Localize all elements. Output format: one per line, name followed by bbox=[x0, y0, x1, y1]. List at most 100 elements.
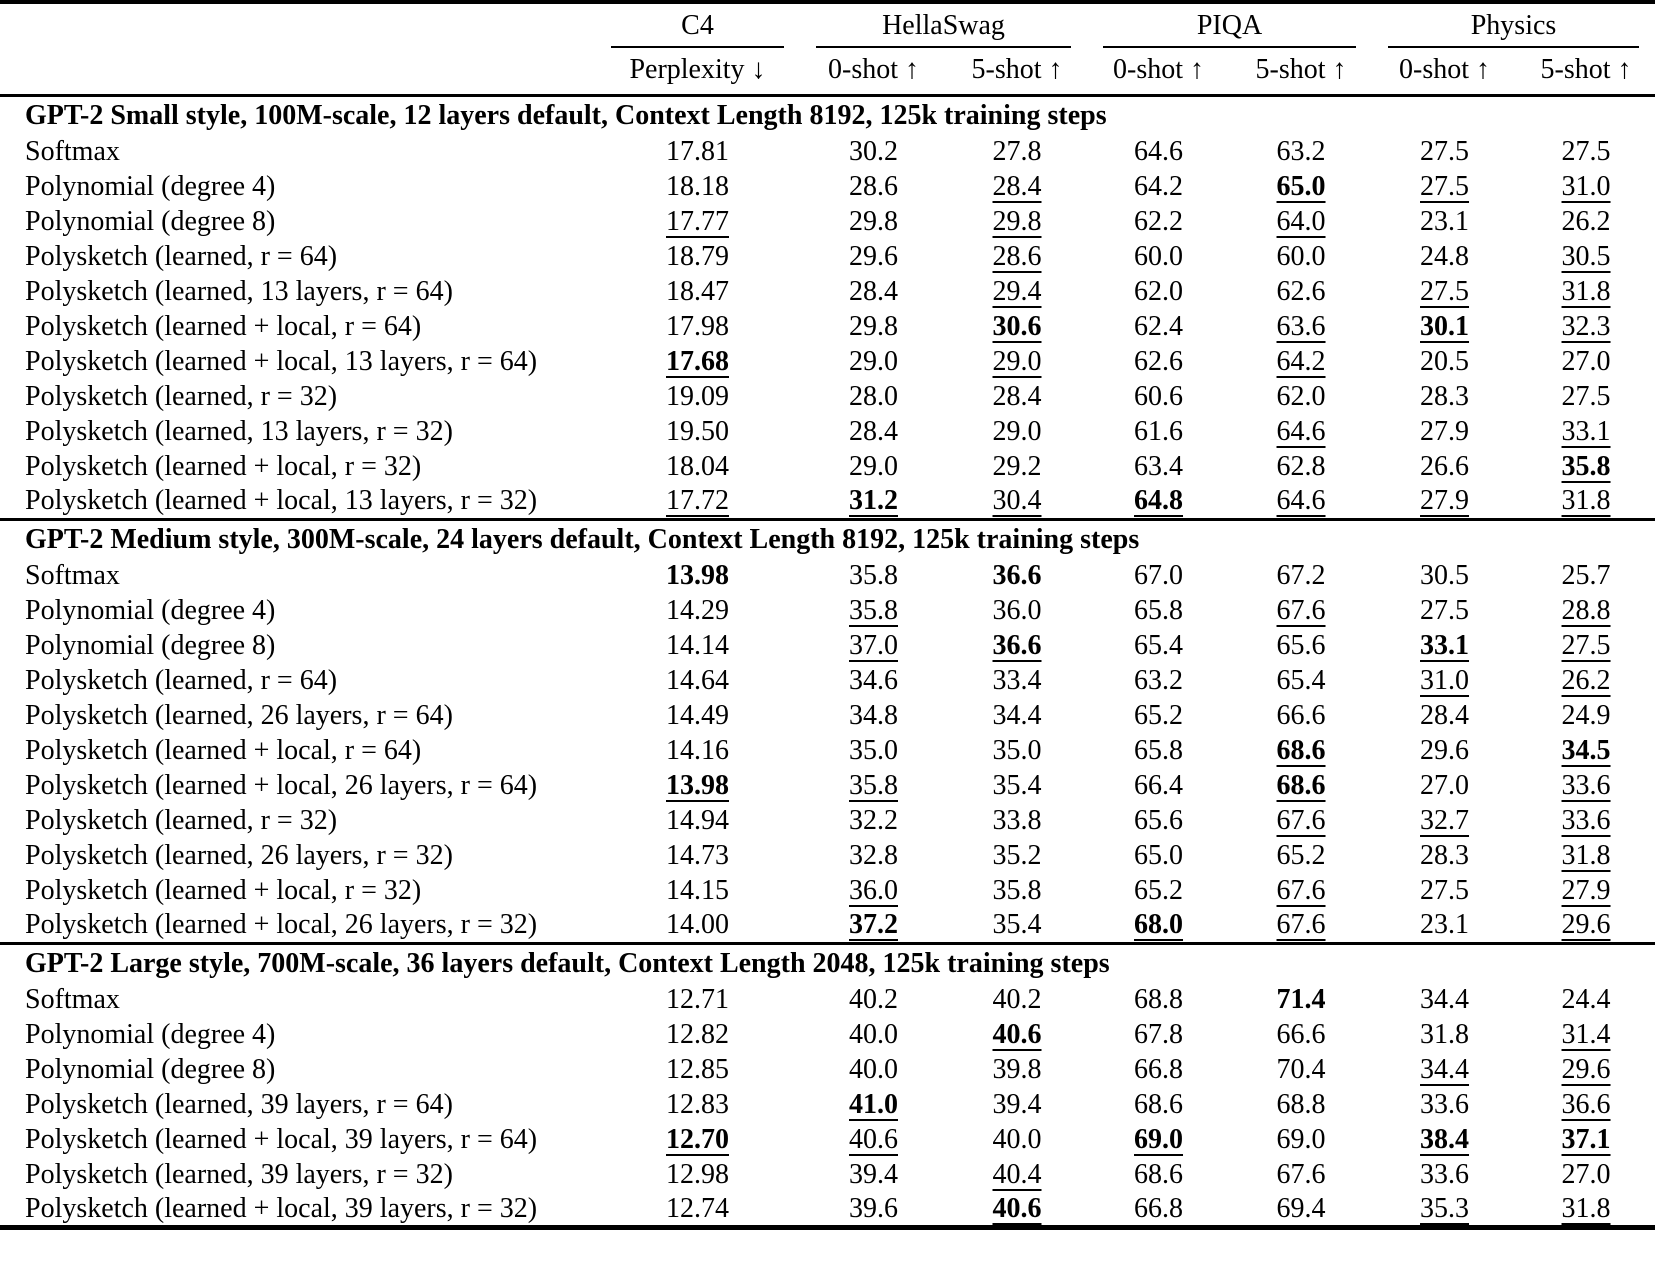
metric-value: 40.4 bbox=[947, 1158, 1087, 1193]
metric-value: 19.50 bbox=[595, 415, 800, 450]
metric-value-text: 33.4 bbox=[992, 665, 1042, 696]
metric-value-text: 69.4 bbox=[1276, 1192, 1326, 1224]
metric-value-text: 29.6 bbox=[1420, 735, 1470, 766]
metric-value: 40.0 bbox=[947, 1123, 1087, 1158]
metric-value: 14.73 bbox=[595, 839, 800, 874]
metric-value-text: 40.6 bbox=[992, 1192, 1042, 1224]
metric-value: 39.8 bbox=[947, 1053, 1087, 1088]
metric-value-text: 14.73 bbox=[666, 840, 729, 871]
metric-value: 33.6 bbox=[1517, 804, 1655, 839]
metric-value: 62.6 bbox=[1087, 345, 1230, 380]
metric-value-text: 71.4 bbox=[1276, 984, 1326, 1015]
metric-value: 28.4 bbox=[1372, 699, 1517, 734]
metric-value-text: 31.2 bbox=[849, 485, 898, 517]
metric-value-text: 27.5 bbox=[1420, 171, 1470, 202]
metric-value: 64.8 bbox=[1087, 485, 1230, 520]
metric-value-text: 12.82 bbox=[666, 1019, 729, 1050]
metric-value: 71.4 bbox=[1230, 983, 1372, 1018]
metric-value-text: 30.4 bbox=[992, 485, 1042, 517]
metric-value-text: 33.8 bbox=[992, 805, 1042, 836]
metric-value: 26.2 bbox=[1517, 664, 1655, 699]
group-piqa-label: PIQA bbox=[1103, 12, 1357, 48]
metric-value: 67.8 bbox=[1087, 1018, 1230, 1053]
metric-value-text: 61.6 bbox=[1134, 416, 1184, 447]
metric-value-text: 65.6 bbox=[1134, 805, 1184, 836]
metric-value-text: 28.4 bbox=[849, 276, 898, 307]
metric-value-text: 36.6 bbox=[1561, 1089, 1611, 1120]
metric-value: 33.1 bbox=[1372, 629, 1517, 664]
metric-value: 69.0 bbox=[1087, 1123, 1230, 1158]
table-header: C4 HellaSwag PIQA Physics Perplexity ↓ 0… bbox=[0, 2, 1655, 96]
metric-value-text: 17.72 bbox=[666, 485, 729, 517]
metric-value-text: 14.15 bbox=[666, 875, 729, 906]
metric-value: 28.4 bbox=[947, 380, 1087, 415]
metric-value-text: 28.3 bbox=[1420, 840, 1470, 871]
metric-value: 35.8 bbox=[947, 874, 1087, 909]
metric-value-text: 29.0 bbox=[849, 346, 898, 377]
metric-value: 29.0 bbox=[800, 450, 947, 485]
metric-value-text: 23.1 bbox=[1420, 206, 1470, 237]
metric-value: 32.2 bbox=[800, 804, 947, 839]
metric-value-text: 69.0 bbox=[1276, 1124, 1326, 1155]
metric-value-text: 65.4 bbox=[1276, 665, 1326, 696]
metric-value: 27.0 bbox=[1517, 1158, 1655, 1193]
metric-value-text: 29.0 bbox=[992, 346, 1042, 377]
metric-value-text: 67.0 bbox=[1134, 560, 1184, 591]
metric-value-text: 66.6 bbox=[1276, 700, 1326, 731]
metric-value-text: 69.0 bbox=[1134, 1124, 1184, 1155]
group-c4-label: C4 bbox=[611, 12, 784, 48]
metric-value: 32.7 bbox=[1372, 804, 1517, 839]
col-piqa-0shot: 0-shot ↑ bbox=[1113, 54, 1205, 85]
metric-value: 63.6 bbox=[1230, 310, 1372, 345]
metric-value-text: 28.4 bbox=[1420, 700, 1470, 731]
row-label: Polysketch (learned + local, 13 layers, … bbox=[25, 485, 538, 517]
metric-value-text: 62.0 bbox=[1276, 381, 1326, 412]
metric-value: 28.8 bbox=[1517, 594, 1655, 629]
metric-value: 27.5 bbox=[1372, 874, 1517, 909]
row-label: Polysketch (learned + local, 39 layers, … bbox=[25, 1192, 538, 1224]
metric-value-text: 66.4 bbox=[1134, 770, 1184, 801]
metric-value-text: 66.8 bbox=[1134, 1192, 1184, 1224]
metric-value-text: 18.79 bbox=[666, 241, 729, 272]
metric-value: 34.4 bbox=[947, 699, 1087, 734]
metric-value-text: 14.14 bbox=[666, 630, 729, 661]
metric-value: 29.8 bbox=[947, 205, 1087, 240]
metric-value-text: 62.2 bbox=[1134, 206, 1184, 237]
section-header: GPT-2 Medium style, 300M-scale, 24 layer… bbox=[25, 523, 1140, 555]
metric-value: 29.0 bbox=[947, 345, 1087, 380]
metric-value: 14.14 bbox=[595, 629, 800, 664]
table-row: Polysketch (learned, 26 layers, r = 64) 1… bbox=[0, 699, 1655, 734]
group-hellaswag-label: HellaSwag bbox=[816, 12, 1072, 48]
group-c4: C4 bbox=[595, 2, 800, 48]
table-row: Polysketch (learned + local, 13 layers, … bbox=[0, 345, 1655, 380]
table-row: Polysketch (learned, r = 64) 18.79 29.6 28.… bbox=[0, 240, 1655, 275]
metric-value-text: 34.4 bbox=[992, 700, 1042, 731]
metric-value-text: 29.2 bbox=[992, 451, 1042, 482]
metric-value-text: 12.98 bbox=[666, 1159, 729, 1190]
metric-value-text: 63.2 bbox=[1134, 665, 1184, 696]
section-header: GPT-2 Small style, 100M-scale, 12 layers… bbox=[25, 99, 1107, 131]
metric-value: 30.1 bbox=[1372, 310, 1517, 345]
metric-value-text: 26.6 bbox=[1420, 451, 1470, 482]
metric-value-text: 37.0 bbox=[849, 630, 898, 661]
metric-value-text: 29.6 bbox=[1561, 1054, 1611, 1085]
metric-value-text: 30.5 bbox=[1420, 560, 1470, 591]
metric-value: 65.0 bbox=[1087, 839, 1230, 874]
metric-value: 40.6 bbox=[800, 1123, 947, 1158]
metric-value: 36.6 bbox=[947, 629, 1087, 664]
metric-value-text: 62.6 bbox=[1134, 346, 1184, 377]
metric-value: 31.8 bbox=[1372, 1018, 1517, 1053]
metric-value-text: 35.8 bbox=[849, 595, 898, 626]
metric-value: 33.6 bbox=[1372, 1158, 1517, 1193]
metric-value: 19.09 bbox=[595, 380, 800, 415]
metric-value: 67.6 bbox=[1230, 594, 1372, 629]
metric-value: 36.6 bbox=[947, 559, 1087, 594]
metric-value: 62.6 bbox=[1230, 275, 1372, 310]
metric-value-text: 65.4 bbox=[1134, 630, 1184, 661]
metric-value-text: 31.0 bbox=[1561, 171, 1611, 202]
metric-value: 65.4 bbox=[1087, 629, 1230, 664]
metric-value: 68.6 bbox=[1230, 769, 1372, 804]
metric-value: 27.5 bbox=[1517, 135, 1655, 170]
metric-value: 68.8 bbox=[1087, 983, 1230, 1018]
metric-value: 40.2 bbox=[800, 983, 947, 1018]
